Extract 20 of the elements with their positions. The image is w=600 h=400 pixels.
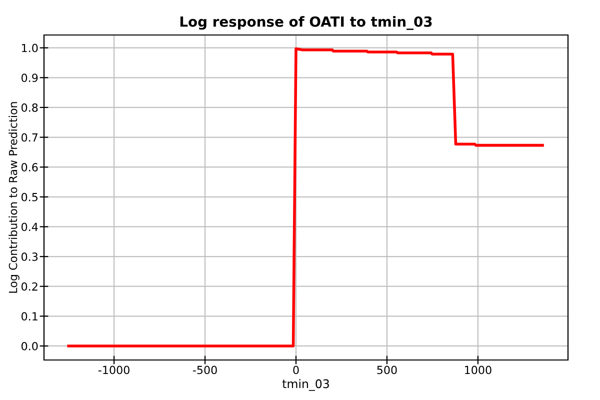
y-tick-label: 0.5	[22, 192, 38, 202]
y-tick-label: 0.6	[22, 163, 38, 172]
x-tick-label: 0	[293, 366, 299, 374]
x-axis-title: tmin_03	[282, 379, 329, 391]
y-tick-label: 0.2	[22, 282, 38, 291]
y-tick-label: 0.3	[22, 252, 38, 261]
x-tick-label: 1000	[465, 366, 492, 374]
y-tick-label: 0.4	[22, 222, 38, 232]
y-tick-label: 0.7	[22, 133, 38, 142]
y-tick-label: 0.1	[22, 312, 38, 321]
line-series	[67, 47, 544, 348]
y-tick-label: 0.8	[22, 103, 38, 112]
x-tick-label: -500	[192, 366, 217, 374]
y-axis-title: Log Contribution to Raw Prediction	[8, 102, 20, 293]
y-tick-label: 0.9	[22, 74, 38, 82]
x-tick-label: -1000	[98, 366, 130, 374]
chart-title: Log response of OATI to tmin_03	[180, 16, 432, 30]
x-tick-label: 500	[377, 366, 397, 374]
y-tick-label: 1.0	[22, 44, 38, 52]
y-tick-label: 0.0	[22, 342, 38, 350]
